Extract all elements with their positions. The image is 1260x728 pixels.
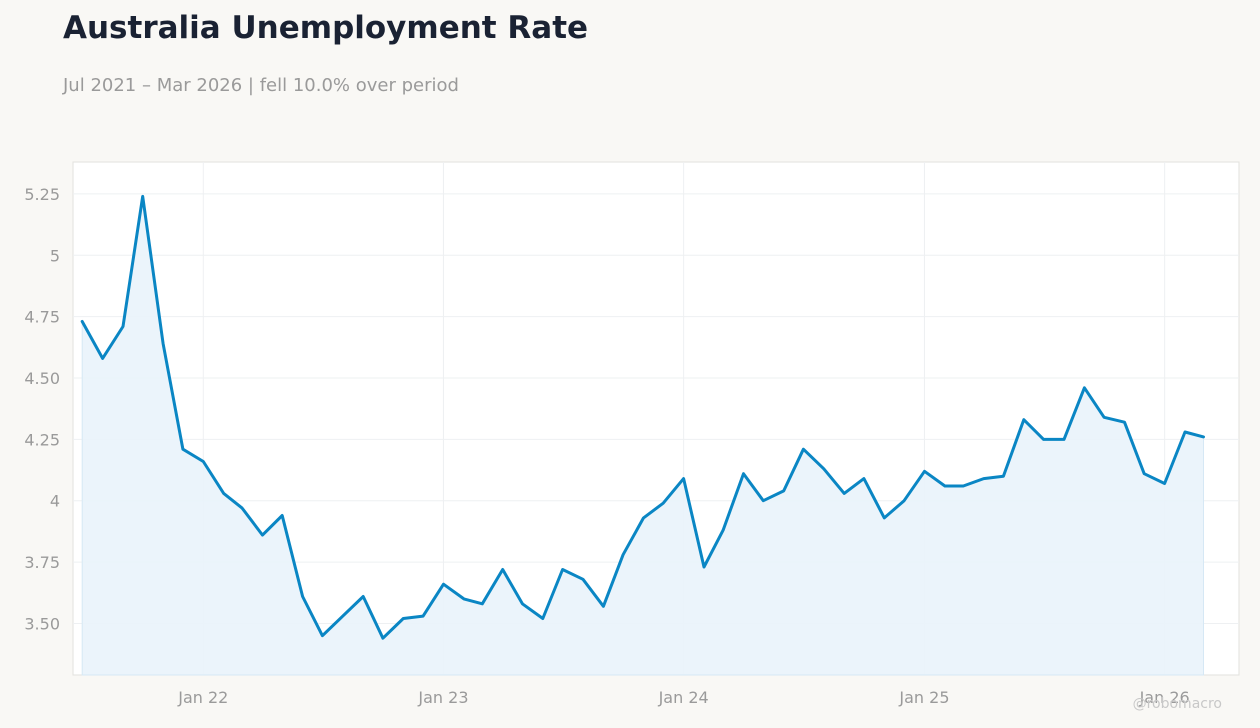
chart-title: Australia Unemployment Rate xyxy=(63,10,589,46)
y-tick-label: 5.25 xyxy=(24,185,60,204)
y-tick-label: 4 xyxy=(50,492,60,511)
y-tick-label: 4.75 xyxy=(24,308,60,327)
x-tick-label: Jan 26 xyxy=(1139,688,1190,707)
x-tick-label: Jan 23 xyxy=(417,688,468,707)
y-tick-label: 4.25 xyxy=(24,430,60,449)
watermark: @robomacro xyxy=(1132,696,1222,712)
x-tick-label: Jan 25 xyxy=(898,688,949,707)
x-axis: Jan 22 Jan 23 Jan 24 Jan 25 Jan 26 xyxy=(177,688,1189,707)
y-tick-label: 5 xyxy=(50,246,60,265)
x-tick-label: Jan 22 xyxy=(177,688,228,707)
x-tick-label: Jan 24 xyxy=(658,688,709,707)
y-tick-label: 3.75 xyxy=(24,553,60,572)
y-tick-label: 4.50 xyxy=(24,369,60,388)
series-line xyxy=(80,194,1205,640)
chart-subtitle: Jul 2021 – Mar 2026 | fell 10.0% over pe… xyxy=(63,75,459,96)
y-tick-label: 3.50 xyxy=(24,614,60,633)
y-axis: 3.50 3.75 4 4.25 4.50 4.75 5 5.25 xyxy=(24,185,60,634)
